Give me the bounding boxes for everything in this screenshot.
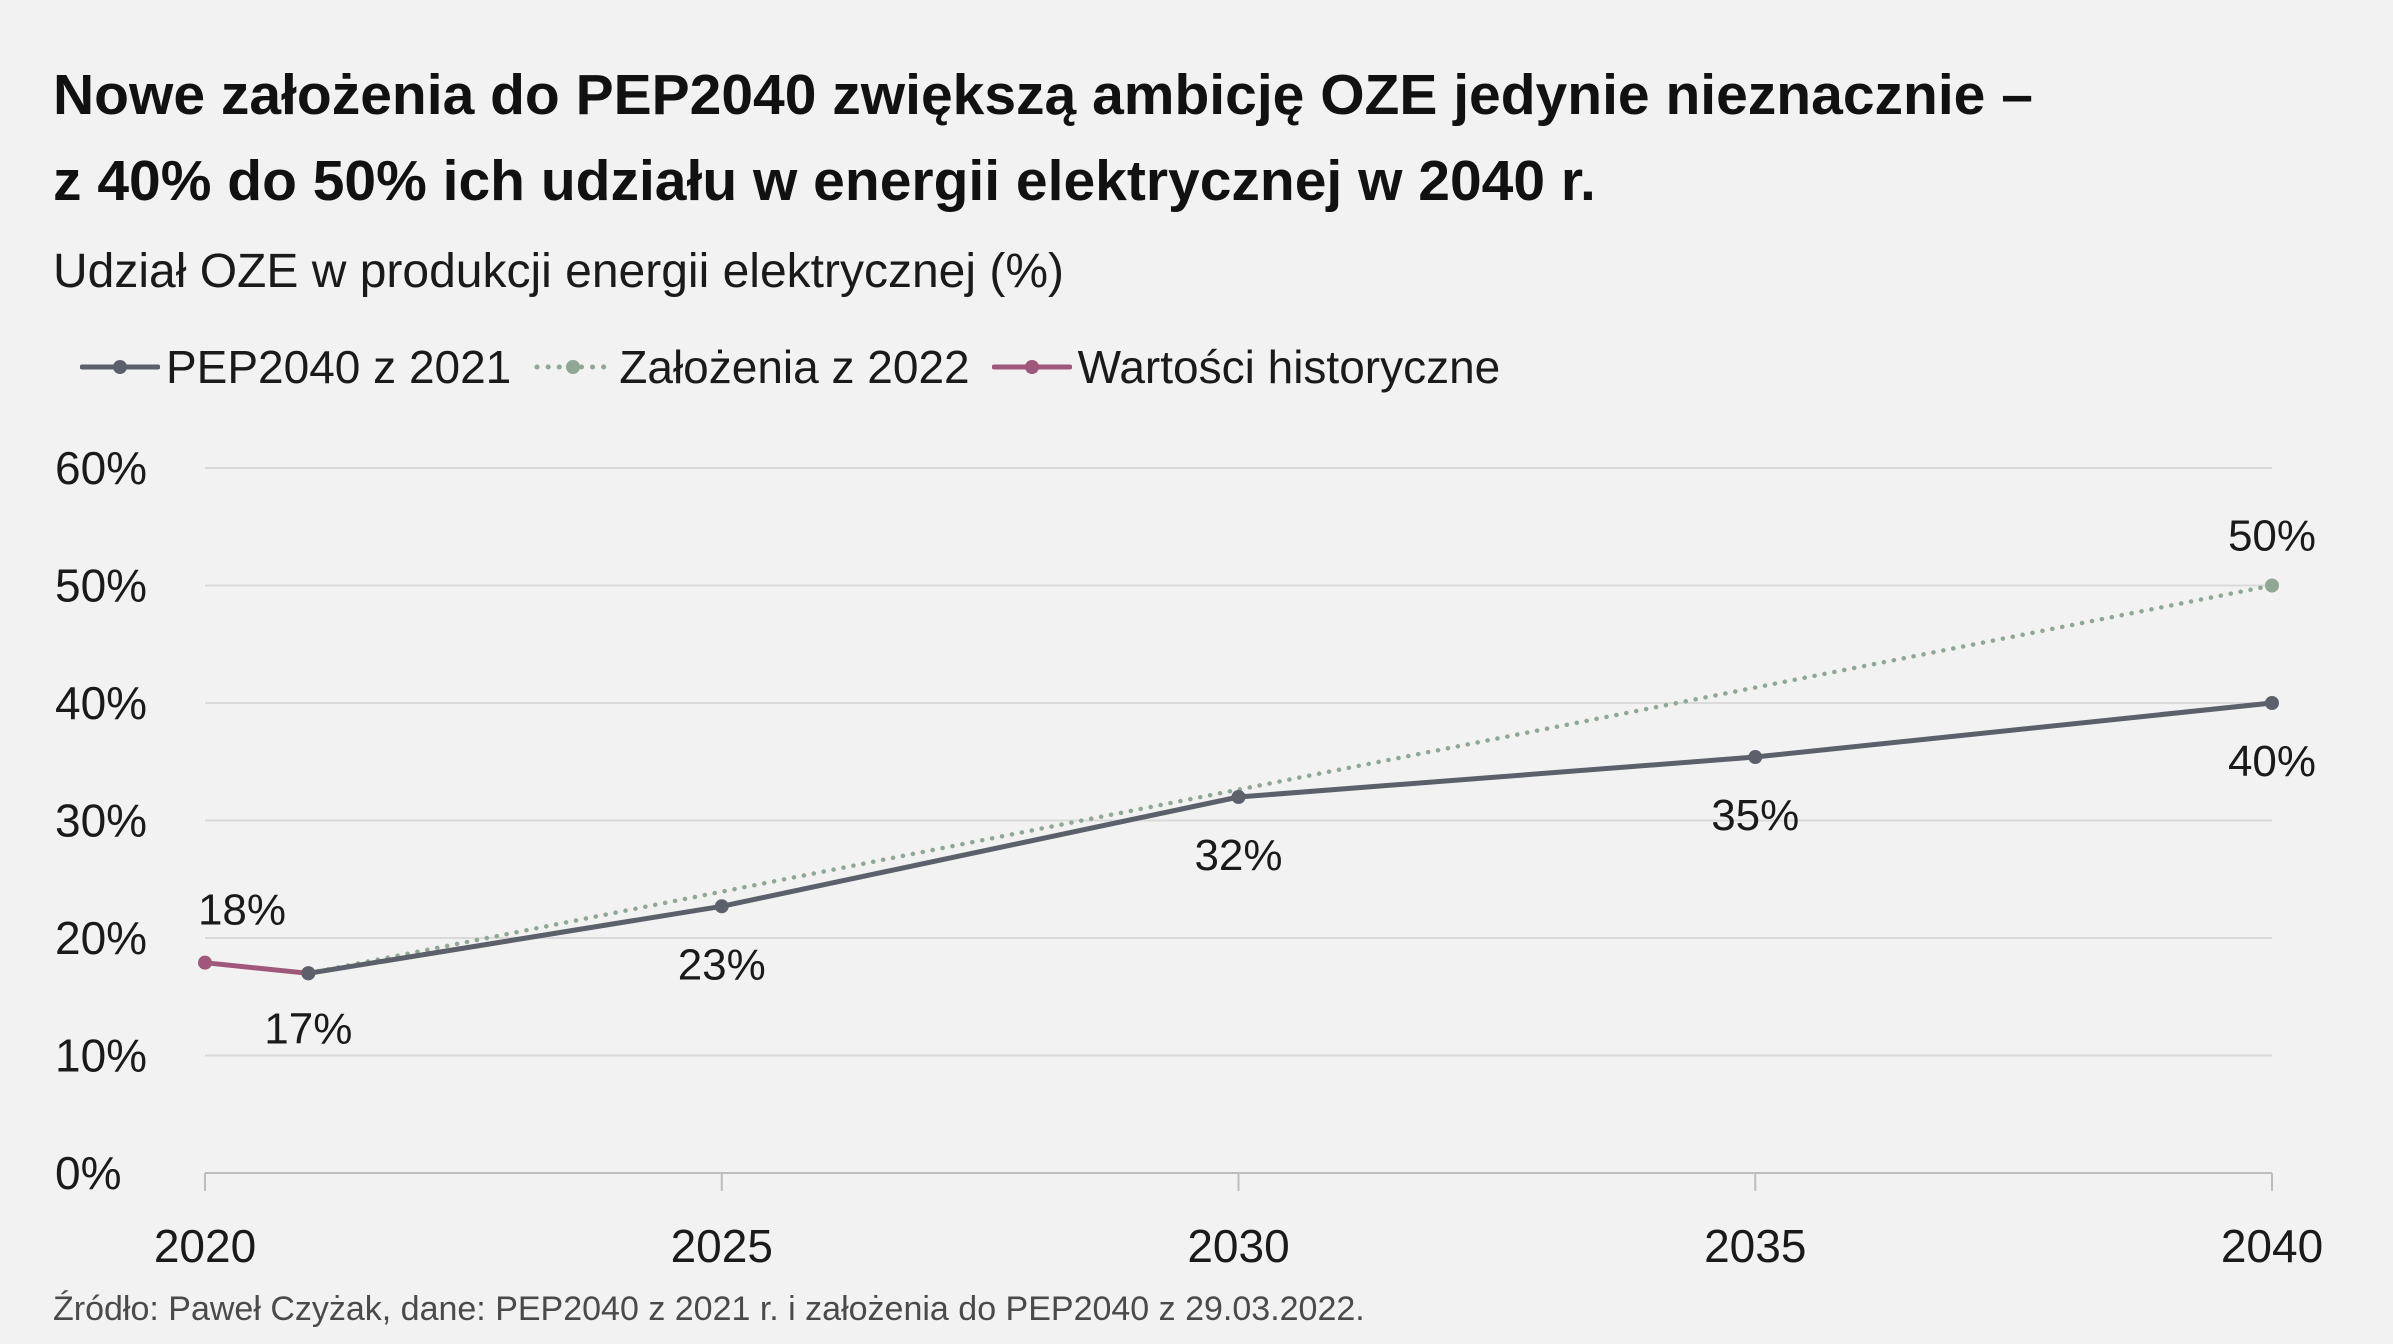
y-tick-label: 30% xyxy=(55,795,147,847)
data-label: 40% xyxy=(2228,737,2316,786)
data-label: 18% xyxy=(198,886,286,935)
y-tick-label: 60% xyxy=(55,442,147,494)
data-label: 17% xyxy=(264,1004,352,1053)
x-tick-label: 2035 xyxy=(1704,1220,1806,1272)
y-tick-label: 50% xyxy=(55,560,147,612)
data-point xyxy=(1231,790,1246,804)
data-label: 23% xyxy=(678,940,766,989)
legend-item-pep2040-2021: PEP2040 z 2021 xyxy=(80,340,511,394)
chart-legend: PEP2040 z 2021 Założenia z 2022 Wartości… xyxy=(80,340,1522,394)
chart-title-line-2: z 40% do 50% ich udziału w energii elekt… xyxy=(53,149,1596,213)
data-point xyxy=(301,966,316,981)
y-tick-label: 0% xyxy=(55,1147,121,1199)
data-point xyxy=(2265,578,2279,593)
x-tick-label: 2040 xyxy=(2221,1220,2323,1272)
data-point xyxy=(1748,750,1763,765)
source-note: Źródło: Paweł Czyżak, dane: PEP2040 z 20… xyxy=(53,1290,1365,1328)
x-tick-label: 2025 xyxy=(671,1220,773,1272)
series-line-2 xyxy=(202,960,311,976)
data-point xyxy=(198,955,212,970)
y-tick-label: 20% xyxy=(55,912,147,964)
legend-label-zalozenia-2022: Założenia z 2022 xyxy=(619,341,970,393)
series-line-0 xyxy=(305,700,2275,976)
legend-swatch-pep2040-2021 xyxy=(80,360,160,374)
x-tick-label: 2030 xyxy=(1187,1220,1289,1272)
y-tick-label: 10% xyxy=(55,1030,147,1082)
legend-item-wartosci-historyczne: Wartości historyczne xyxy=(991,340,1501,394)
chart-title-line-1: Nowe założenia do PEP2040 zwiększą ambic… xyxy=(53,63,2033,127)
data-label: 50% xyxy=(2228,512,2316,561)
data-point xyxy=(2265,696,2279,710)
legend-label-pep2040-2021: PEP2040 z 2021 xyxy=(166,341,512,393)
x-tick-label: 2020 xyxy=(154,1220,256,1272)
series-line-1 xyxy=(306,583,2275,976)
y-tick-label: 40% xyxy=(55,677,147,729)
chart-subtitle: Udział OZE w produkcji energii elektrycz… xyxy=(53,245,1064,298)
data-label: 35% xyxy=(1711,791,1799,840)
data-label: 32% xyxy=(1194,831,1282,880)
legend-label-wartosci-historyczne: Wartości historyczne xyxy=(1077,341,1501,393)
legend-item-zalozenia-2022: Założenia z 2022 xyxy=(533,340,970,394)
data-point xyxy=(714,899,729,914)
legend-swatch-wartosci-historyczne xyxy=(991,360,1072,374)
legend-swatch-zalozenia-2022 xyxy=(534,360,614,374)
chart-title: Nowe założenia do PEP2040 zwiększą ambic… xyxy=(53,52,2353,224)
